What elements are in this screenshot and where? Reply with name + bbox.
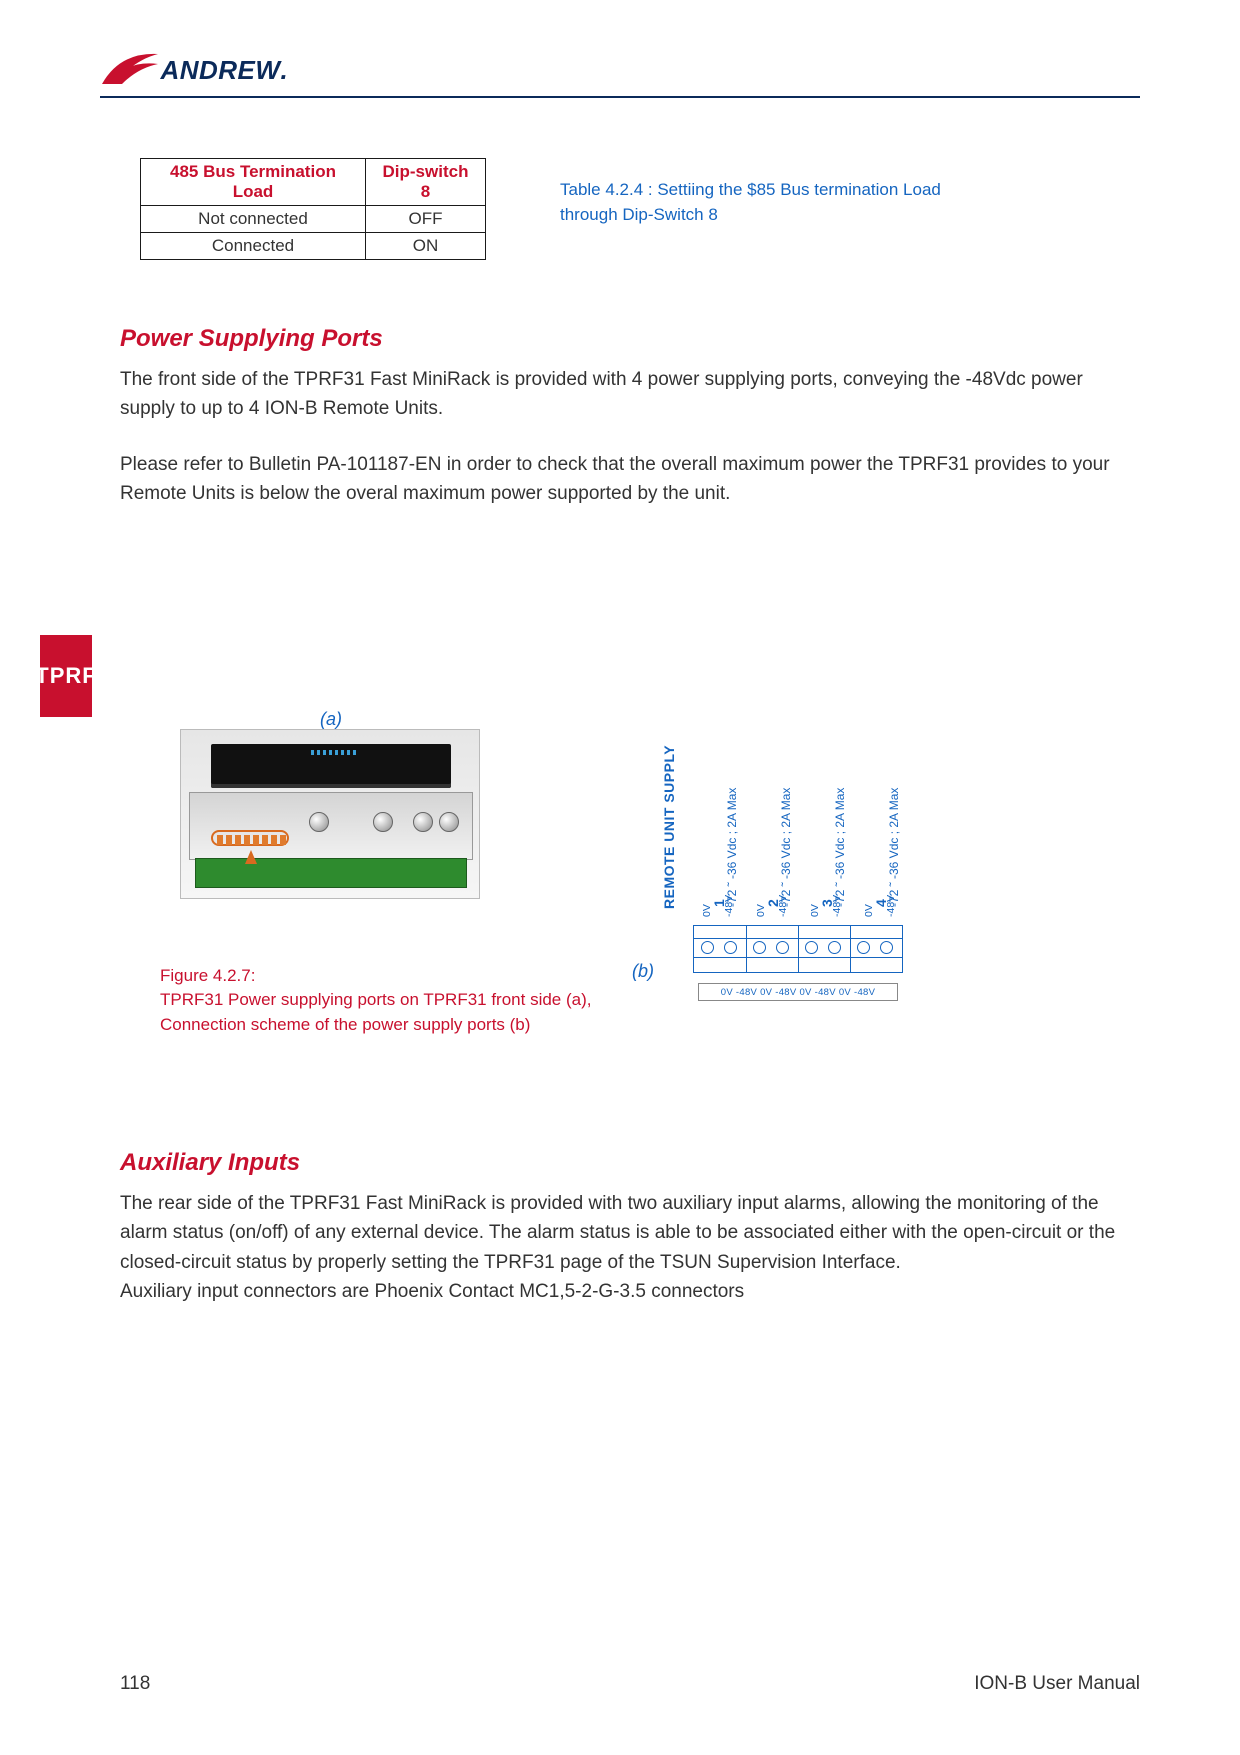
pin-label: -48V — [723, 895, 735, 917]
port-spec: -72 ˜ -36 Vdc ; 2A Max — [779, 787, 793, 906]
pin-label: 0V — [701, 904, 713, 917]
header-rule — [100, 96, 1140, 98]
table-cell: Connected — [141, 233, 366, 260]
pin-label: -48V — [831, 895, 843, 917]
bus-termination-table: 485 Bus Termination Load Dip-switch 8 No… — [140, 158, 486, 260]
connector-diagram: REMOTE UNIT SUPPLY -72 ˜ -36 Vdc ; 2A Ma… — [665, 709, 930, 1009]
port-spec: -72 ˜ -36 Vdc ; 2A Max — [833, 787, 847, 906]
figure-4-2-7: (a) Figure 4.2.7: TPRF31 Power supplying… — [120, 709, 1140, 1069]
pin-label: 0V — [863, 904, 875, 917]
logo-swoosh-icon — [100, 50, 160, 86]
figure-ref: Figure 4.2.7: — [160, 966, 255, 985]
table-caption: Table 4.2.4 : Settiing the $85 Bus termi… — [560, 178, 960, 227]
pin-label: 0V — [809, 904, 821, 917]
bottom-pinout: 0V -48V 0V -48V 0V -48V 0V -48V — [698, 983, 898, 1001]
table-cell: Not connected — [141, 206, 366, 233]
section-heading-power: Power Supplying Ports — [120, 325, 1140, 353]
side-tab: TPRF — [40, 635, 92, 717]
body-paragraph: The front side of the TPRF31 Fast MiniRa… — [120, 365, 1140, 424]
doc-title: ION-B User Manual — [974, 1673, 1140, 1695]
body-paragraph: Please refer to Bulletin PA-101187-EN in… — [120, 450, 1140, 509]
port-spec: -72 ˜ -36 Vdc ; 2A Max — [887, 787, 901, 906]
connector-block-icon — [693, 925, 903, 973]
page-footer: 118 ION-B User Manual — [120, 1673, 1140, 1695]
body-paragraph: The rear side of the TPRF31 Fast MiniRac… — [120, 1189, 1140, 1277]
port-spec: -72 ˜ -36 Vdc ; 2A Max — [725, 787, 739, 906]
table-header: Dip-switch 8 — [366, 159, 486, 206]
diagram-title: REMOTE UNIT SUPPLY — [661, 745, 677, 909]
body-paragraph: Auxiliary input connectors are Phoenix C… — [120, 1277, 1140, 1306]
highlight-ports-icon — [211, 830, 289, 846]
figure-caption: Figure 4.2.7: TPRF31 Power supplying por… — [160, 964, 620, 1038]
section-heading-aux: Auxiliary Inputs — [120, 1149, 1140, 1177]
table-header: 485 Bus Termination Load — [141, 159, 366, 206]
table-cell: OFF — [366, 206, 486, 233]
pin-label: -48V — [777, 895, 789, 917]
figure-caption-text: TPRF31 Power supplying ports on TPRF31 f… — [160, 990, 591, 1034]
pin-label: -48V — [885, 895, 897, 917]
device-photo — [180, 729, 480, 899]
brand-name: ANDREW — [160, 55, 280, 86]
page-number: 118 — [120, 1673, 150, 1695]
figure-label-b: (b) — [632, 961, 654, 982]
table-cell: ON — [366, 233, 486, 260]
pin-label: 0V — [755, 904, 767, 917]
brand-trademark: . — [280, 55, 286, 86]
brand-logo: ANDREW. — [100, 50, 1140, 86]
